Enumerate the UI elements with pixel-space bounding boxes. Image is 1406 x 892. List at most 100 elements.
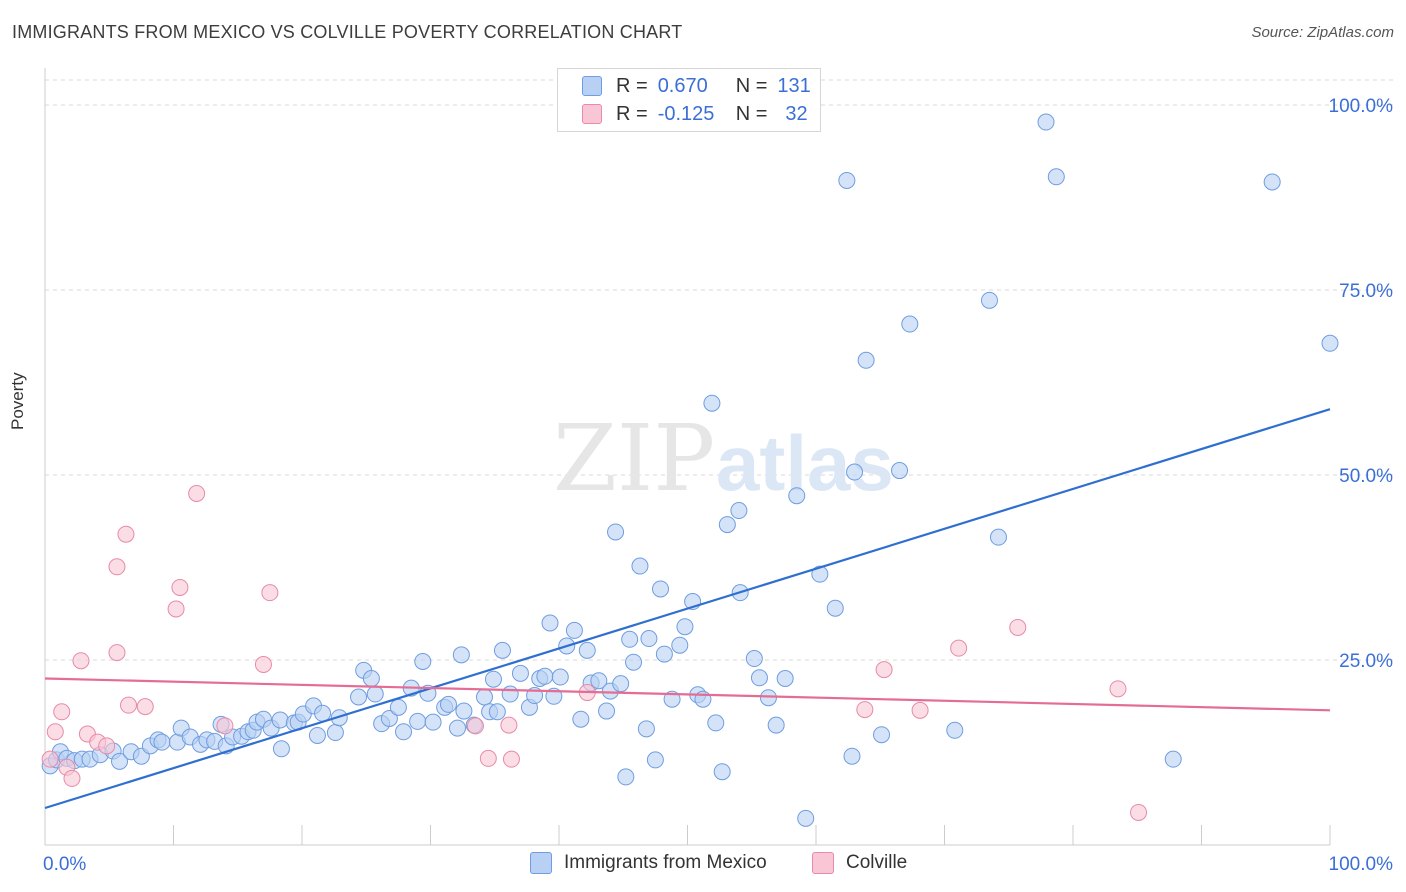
trend-line-mexico [44,408,1331,810]
legend-r-value: -0.125 [657,102,715,125]
point-mexico [759,689,777,707]
point-mexico [1321,334,1339,352]
point-mexico [811,565,829,583]
point-mexico [980,291,998,309]
watermark: ZIP atlas [553,405,894,512]
point-mexico [621,630,639,648]
point-colville [875,661,893,679]
point-mexico [873,726,891,744]
point-mexico [389,698,407,716]
point-mexico [1047,168,1065,186]
point-mexico [671,636,689,654]
point-mexico [395,723,413,741]
bottom-legend-swatch-pink [812,852,834,874]
point-colville [120,696,138,714]
point-mexico [776,670,794,687]
trend-line-colville [44,677,1331,712]
point-mexico [452,646,470,664]
point-colville [950,639,968,657]
bottom-legend-mexico: Immigrants from Mexico [530,852,767,874]
point-mexico [730,502,748,520]
point-mexico [617,768,635,786]
point-mexico [637,720,655,738]
grid-lines [45,79,1395,661]
point-mexico [598,702,616,720]
legend-r-label: R = [616,74,648,97]
chart-title: IMMIGRANTS FROM MEXICO VS COLVILLE POVER… [12,22,683,42]
point-mexico [745,650,763,668]
point-mexico [326,724,344,742]
point-colville [466,717,484,735]
point-mexico [646,751,664,769]
point-mexico [625,653,643,671]
point-mexico [703,394,721,412]
legend-swatch-blue [582,76,602,96]
point-mexico [488,703,506,721]
point-mexico [767,716,785,734]
watermark-atlas: atlas [716,419,894,507]
legend-row-colville: R = -0.125 N = 32 [582,102,808,126]
x-tick-label: 0.0% [43,854,86,875]
point-mexico [448,719,466,737]
point-mexico [565,621,583,639]
bottom-legend-swatch-blue [530,852,552,874]
point-mexico [153,733,171,751]
point-mexico [1037,113,1055,131]
data-points [41,113,1339,827]
point-mexico [750,669,768,687]
point-mexico [838,171,856,189]
point-mexico [676,618,694,636]
point-colville [136,698,154,716]
point-colville [167,600,185,618]
point-colville [500,716,518,734]
point-colville [108,644,126,662]
point-mexico [590,672,608,690]
point-mexico [631,557,649,575]
point-mexico [901,315,919,333]
point-colville [117,525,135,543]
point-mexico [111,752,129,770]
point-colville [108,558,126,576]
point-mexico [366,685,384,703]
point-mexico [439,695,457,713]
tick-labels: 25.0% 50.0% 75.0% 100.0% 0.0% 100.0% [43,96,1393,875]
bottom-legend-label: Colville [846,852,908,873]
point-colville [171,578,189,596]
point-mexico [350,688,368,706]
point-mexico [1164,750,1182,768]
trend-lines [44,408,1331,810]
point-mexico [424,713,442,731]
point-colville [502,750,520,768]
point-mexico [826,599,844,617]
source-credit: Source: ZipAtlas.com [1251,24,1394,41]
legend-n-label: N = [735,74,768,97]
point-mexico [308,726,326,744]
point-mexico [846,463,864,481]
point-mexico [484,670,502,688]
point-mexico [891,462,909,480]
bottom-legend-colville: Colville [812,852,907,874]
point-colville [911,701,929,719]
point-mexico [511,664,529,682]
y-tick-label: 75.0% [1339,281,1393,302]
point-mexico [843,747,861,765]
point-mexico [946,721,964,739]
point-mexico [501,685,519,703]
point-mexico [475,688,493,706]
point-colville [254,655,272,673]
point-colville [63,769,81,787]
y-tick-label: 50.0% [1339,466,1393,487]
point-mexico [572,710,590,728]
point-mexico [271,711,289,729]
point-mexico [640,630,658,648]
point-colville [1109,680,1127,698]
point-mexico [455,702,473,720]
watermark-zip: ZIP [553,405,715,512]
legend-n-label: N = [735,102,768,125]
point-mexico [707,714,725,732]
correlation-legend: R = 0.670 N = 131 R = -0.125 N = 32 [557,68,821,132]
y-tick-label: 25.0% [1339,651,1393,672]
legend-r-label: R = [616,102,648,125]
point-mexico [314,704,332,722]
